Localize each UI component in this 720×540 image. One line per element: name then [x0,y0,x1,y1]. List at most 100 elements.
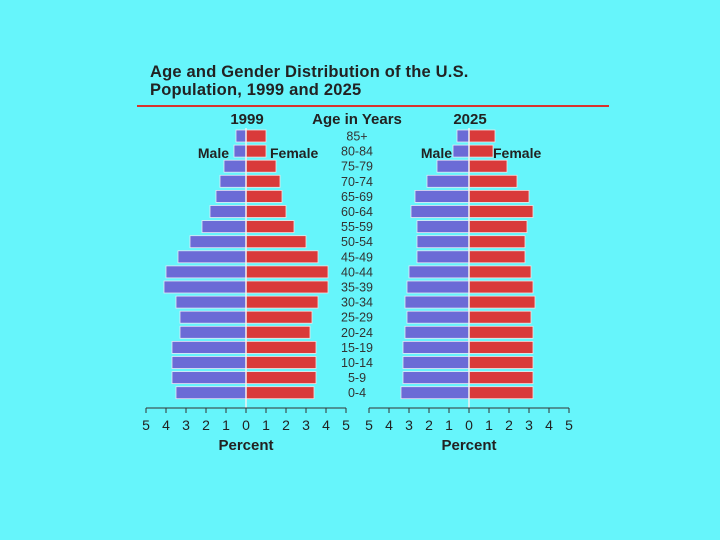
x-axis-label: Percent [218,437,273,454]
male-bar [402,340,470,354]
female-bar [468,129,496,143]
male-bar [175,295,247,309]
male-bar [163,280,247,294]
age-axis-label: Age in Years [312,111,402,128]
male-bar [171,371,247,385]
x-tick-label: 1 [445,417,453,433]
male-bar [436,159,470,173]
female-bar [468,174,518,188]
x-tick-label: 0 [242,417,250,433]
male-bar [400,386,470,400]
x-tick-label: 1 [222,417,230,433]
male-bar [404,295,470,309]
female-bar [245,356,317,369]
male-bar [209,205,247,218]
male-bar [416,250,470,264]
male-bar [426,174,470,188]
male-bar [416,235,470,249]
male-bar [215,189,247,203]
male-bar [406,310,470,324]
x-tick-label: 1 [485,417,493,433]
age-label: 55-59 [341,220,373,234]
female-bar [245,144,267,158]
x-tick-label: 2 [202,417,210,433]
male-bar [402,371,470,385]
x-tick-label: 5 [365,417,373,433]
age-label: 30-34 [341,296,373,310]
female-bar [245,189,283,203]
female-bar [245,265,329,279]
female-bar [245,325,311,339]
female-bar [468,144,494,158]
female-bar [245,129,267,143]
male-bar [165,265,247,279]
age-label: 15-19 [341,341,373,355]
age-label: 45-49 [341,250,373,264]
male-bar [414,189,470,203]
chart-year-title: 1999 [230,111,263,128]
age-label: 85+ [346,130,367,144]
female-bar [468,205,534,218]
chart-year-title: 2025 [453,111,486,128]
female-bar [245,220,295,234]
female-bar [468,310,532,324]
female-bar [245,174,281,188]
male-bar [179,310,247,324]
age-labels: 85+80-8475-7970-7465-6960-6455-5950-5445… [341,130,373,401]
title-divider [137,105,609,107]
male-bar [416,220,470,234]
x-tick-label: 5 [565,417,573,433]
female-bar [468,386,534,400]
chart-title-line2: Population, 1999 and 2025 [150,81,362,99]
male-bar [452,144,470,158]
male-bar [189,235,247,249]
male-bar [402,356,470,369]
female-bar [468,325,534,339]
x-tick-label: 0 [465,417,473,433]
age-label: 25-29 [341,311,373,325]
x-tick-label: 3 [182,417,190,433]
male-bar [171,340,247,354]
male-bar [404,325,470,339]
female-bar [245,386,315,400]
male-bar [233,144,247,158]
female-bar [468,159,508,173]
x-tick-label: 5 [342,417,350,433]
female-bar [468,220,528,234]
male-bar [171,356,247,369]
x-tick-label: 2 [282,417,290,433]
x-tick-label: 4 [162,417,170,433]
x-tick-label: 3 [405,417,413,433]
female-bar [245,295,319,309]
age-label: 40-44 [341,265,373,279]
female-bar [245,310,313,324]
male-bar [410,205,470,218]
chart-title-line1: Age and Gender Distribution of the U.S. [150,63,469,81]
female-bar [245,250,319,264]
male-bar [408,265,470,279]
age-label: 80-84 [341,145,373,159]
age-label: 5-9 [348,371,366,385]
age-label: 10-14 [341,356,373,370]
female-bar [245,159,277,173]
legend-male: Male [198,145,229,161]
age-label: 20-24 [341,326,373,340]
male-bar [179,325,247,339]
male-bar [201,220,247,234]
female-bar [468,295,536,309]
age-label: 35-39 [341,281,373,295]
age-label: 60-64 [341,205,373,219]
x-tick-label: 2 [425,417,433,433]
female-bar [245,280,329,294]
female-bar [245,340,317,354]
female-bar [468,265,532,279]
female-bar [245,205,287,218]
legend-male: Male [421,145,452,161]
age-label: 0-4 [348,386,366,400]
x-tick-label: 4 [322,417,330,433]
female-bar [468,280,534,294]
female-bar [468,235,526,249]
male-bar [219,174,247,188]
